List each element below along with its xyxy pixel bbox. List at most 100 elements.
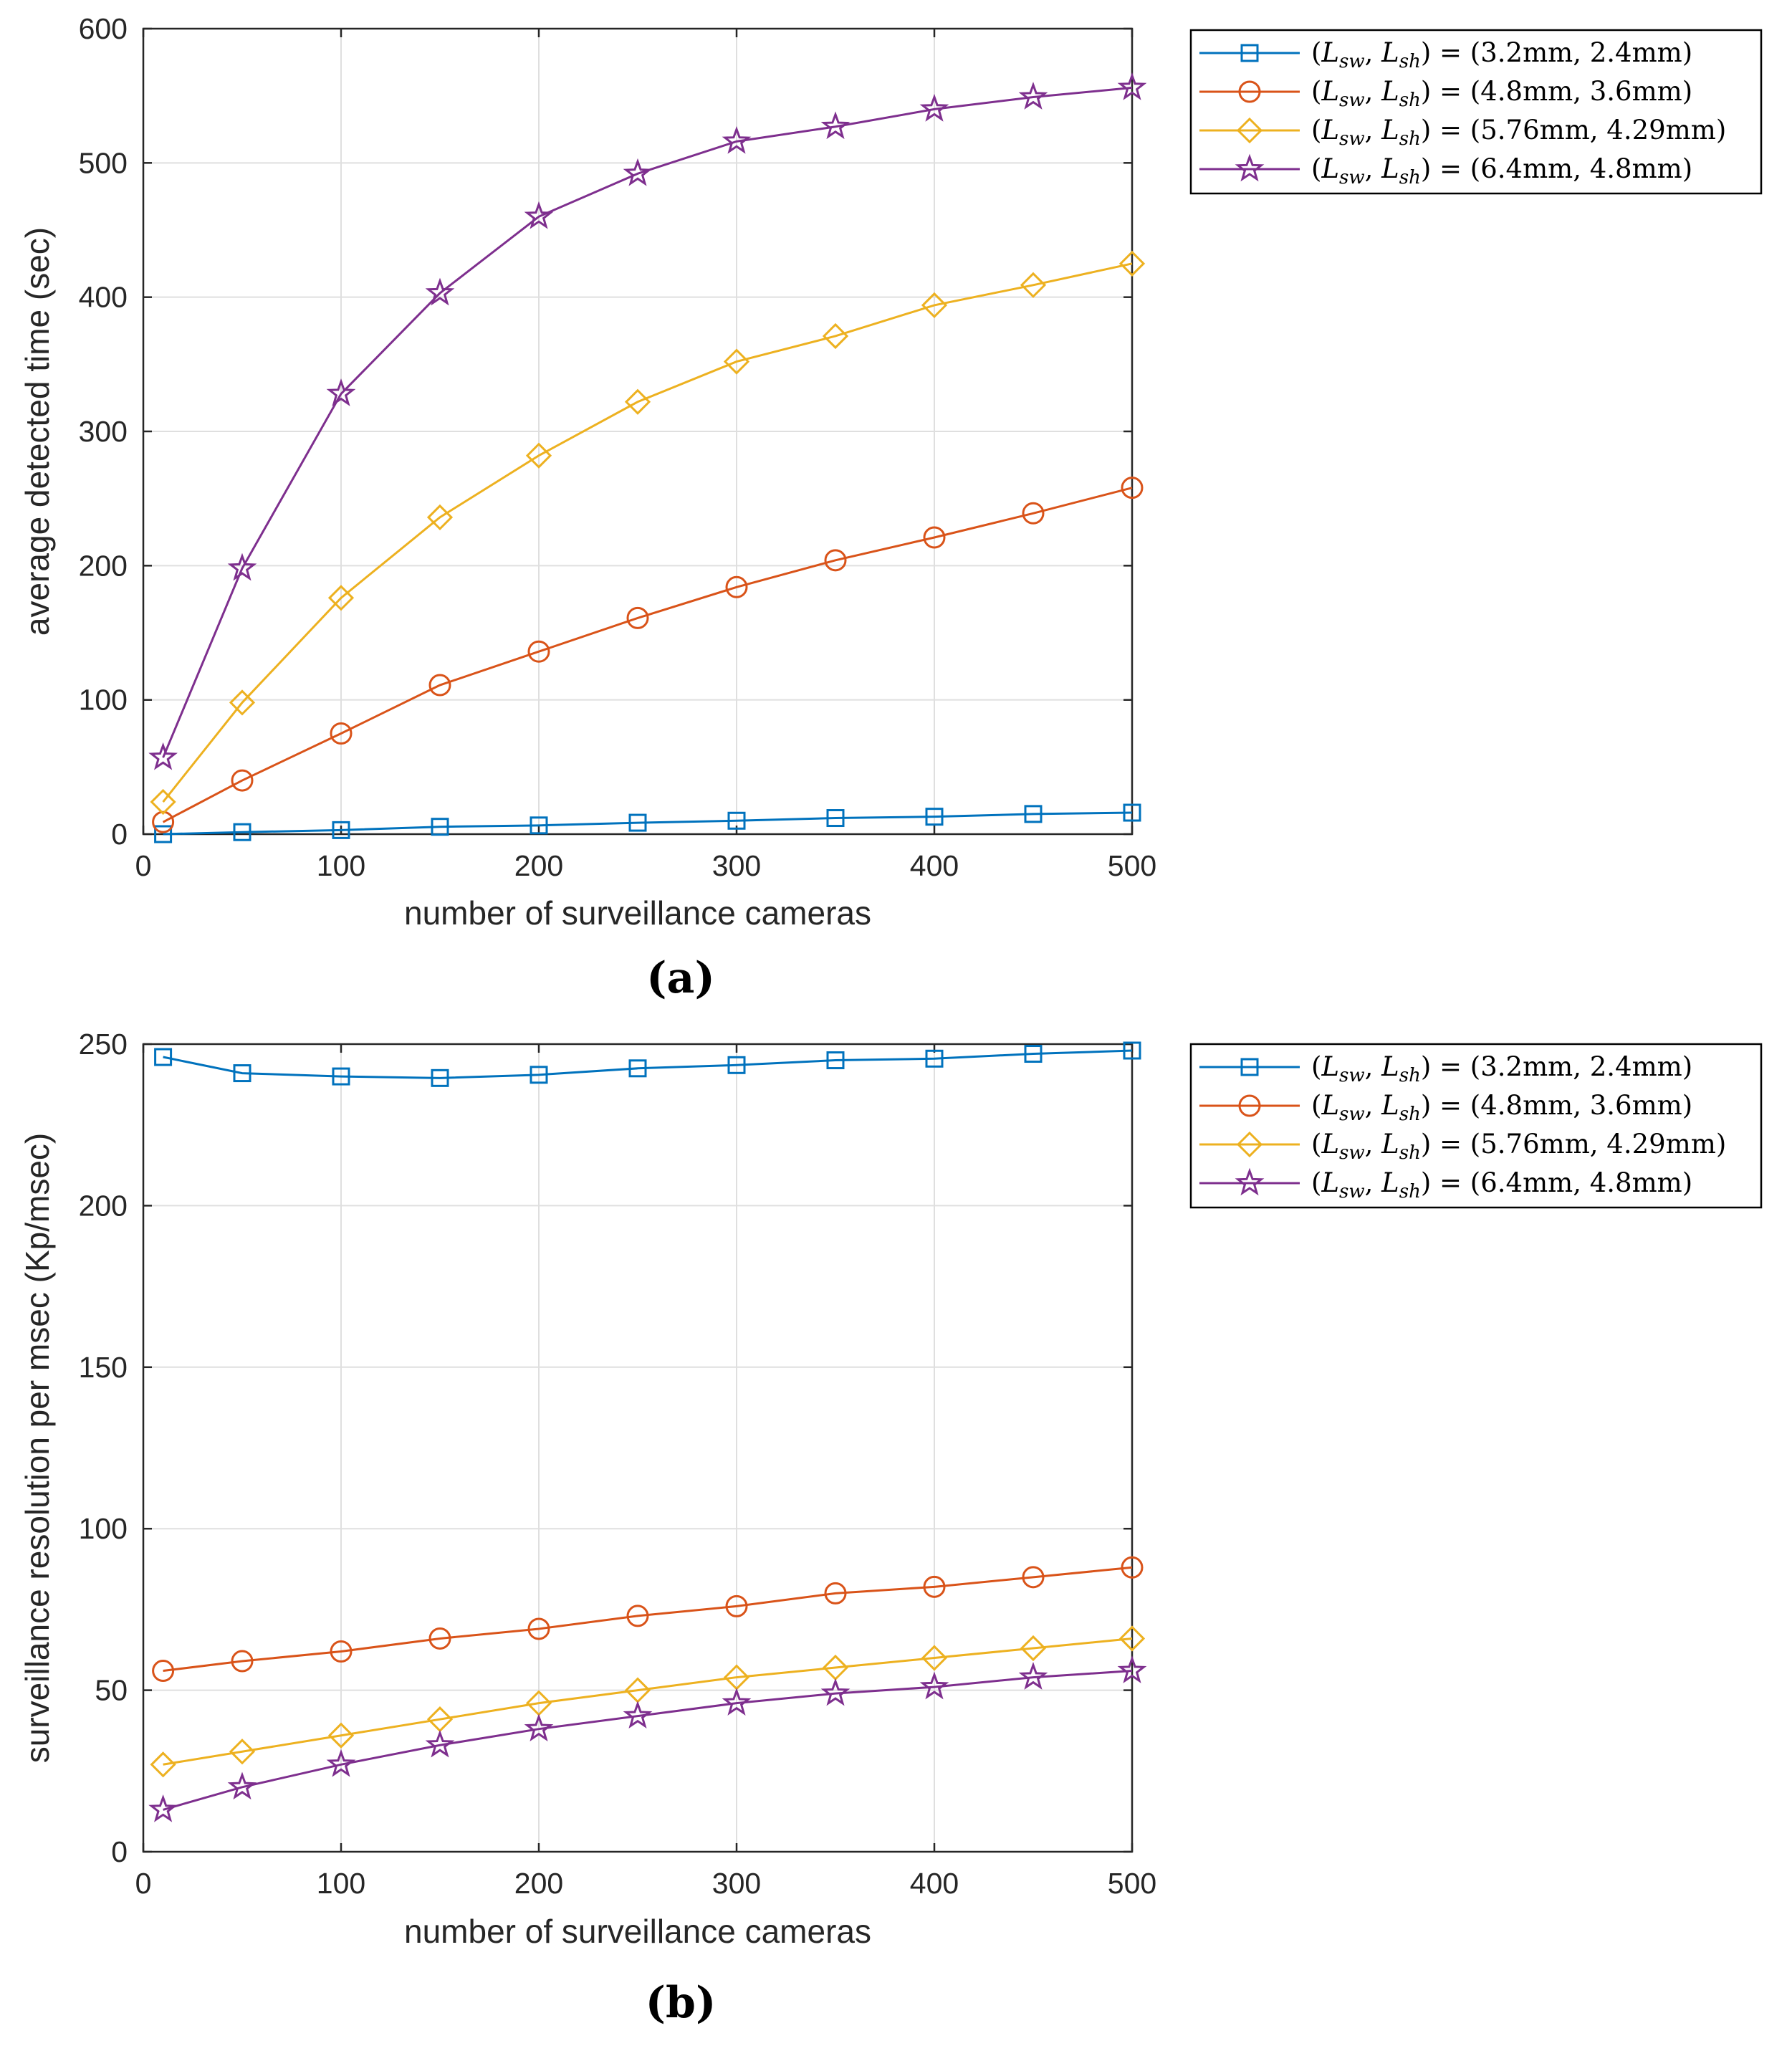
axes-box xyxy=(142,1043,1134,1853)
data-point xyxy=(150,788,176,816)
y-tick-label: 50 xyxy=(95,1674,128,1707)
data-point xyxy=(148,742,178,770)
data-point xyxy=(1118,250,1146,277)
data-point xyxy=(826,1051,845,1070)
data-point xyxy=(527,640,550,663)
data-point xyxy=(426,504,454,531)
data-point xyxy=(919,93,949,122)
series-3 xyxy=(150,250,1146,816)
series-1 xyxy=(154,803,1141,843)
x-tick-label: 0 xyxy=(135,1867,152,1900)
y-tick-label: 0 xyxy=(111,1835,128,1868)
data-point xyxy=(1123,1041,1141,1060)
data-point xyxy=(1121,477,1144,499)
chart-panel-a: 0 100 200 300 400 500 0 100 200 300 400 500 600 numbe… xyxy=(19,12,1763,1003)
data-point xyxy=(527,1617,550,1640)
data-point xyxy=(428,674,451,697)
series-line xyxy=(163,1566,1133,1673)
panel-label: (a) xyxy=(646,953,715,1003)
series-line xyxy=(162,86,1133,758)
data-point xyxy=(727,811,746,830)
data-point xyxy=(425,277,455,306)
legend-marker xyxy=(1238,80,1261,103)
data-point xyxy=(231,769,254,792)
data-point xyxy=(824,549,847,572)
legend-marker xyxy=(1240,1058,1259,1076)
data-point xyxy=(327,1722,355,1749)
data-point xyxy=(231,1650,254,1673)
y-tick-label: 100 xyxy=(79,684,128,717)
data-point xyxy=(530,1066,548,1084)
y-tick-label: 200 xyxy=(79,549,128,582)
x-axis-label: number of surveillance cameras xyxy=(404,1913,871,1950)
data-point xyxy=(152,1660,175,1683)
series-line xyxy=(163,1670,1133,1811)
x-tick-label: 400 xyxy=(910,1867,959,1900)
y-tick-label: 150 xyxy=(79,1351,128,1384)
x-tick-label: 500 xyxy=(1108,849,1156,882)
data-point xyxy=(229,1739,256,1765)
y-tick-label: 300 xyxy=(79,415,128,448)
x-tick-label: 200 xyxy=(514,849,563,882)
data-point xyxy=(330,722,353,745)
legend-box xyxy=(1189,29,1763,195)
data-point xyxy=(919,1671,949,1700)
data-point xyxy=(431,1068,449,1087)
data-point xyxy=(428,1627,451,1650)
data-point xyxy=(727,1056,746,1074)
legend-entry-label: (Lsw, Lsh) = (4.8mm, 3.6mm) xyxy=(1311,76,1692,111)
series-1 xyxy=(154,1041,1141,1087)
data-point xyxy=(150,1751,176,1778)
legend-marker xyxy=(1235,1167,1265,1196)
x-axis-label: number of surveillance cameras xyxy=(404,894,871,932)
data-point xyxy=(524,201,554,229)
data-point xyxy=(921,292,948,319)
data-point xyxy=(1022,502,1045,525)
data-point xyxy=(725,1594,748,1617)
data-point xyxy=(326,378,356,406)
data-point xyxy=(1118,1625,1146,1652)
y-tick-label: 100 xyxy=(79,1512,128,1545)
data-point xyxy=(525,442,552,469)
legend-entry-label: (Lsw, Lsh) = (6.4mm, 4.8mm) xyxy=(1311,1167,1692,1202)
data-point xyxy=(524,1713,554,1742)
data-point xyxy=(233,1064,251,1083)
series-line xyxy=(163,1049,1133,1079)
y-tick-label: 500 xyxy=(79,146,128,179)
data-point xyxy=(1024,1045,1043,1063)
legend-box xyxy=(1189,1043,1763,1209)
data-point xyxy=(233,823,251,841)
data-point xyxy=(332,821,350,839)
data-point xyxy=(148,1794,178,1822)
x-tick-label: 100 xyxy=(317,1867,365,1900)
legend-marker xyxy=(1236,117,1263,144)
data-point xyxy=(229,689,256,716)
data-point xyxy=(154,825,173,843)
x-tick-label: 100 xyxy=(317,849,365,882)
data-point xyxy=(824,1582,847,1605)
data-point xyxy=(820,111,851,140)
y-tick-label: 200 xyxy=(79,1189,128,1222)
data-point xyxy=(626,606,649,629)
data-point xyxy=(722,1688,752,1716)
legend-entry-label: (Lsw, Lsh) = (4.8mm, 3.6mm) xyxy=(1311,1090,1692,1125)
data-point xyxy=(1117,1655,1147,1683)
data-point xyxy=(925,808,944,826)
data-point xyxy=(925,1049,944,1068)
series-line xyxy=(162,487,1133,823)
data-point xyxy=(923,526,946,549)
chart-panel-b: 0 100 200 300 400 500 0 50 100 150 200 250 number of… xyxy=(19,1028,1763,2028)
series-line xyxy=(163,811,1133,836)
data-point xyxy=(1018,1662,1048,1690)
panel-label: (b) xyxy=(646,1978,717,2028)
data-point xyxy=(626,1605,649,1627)
data-point xyxy=(332,1067,350,1086)
x-tick-label: 300 xyxy=(712,1867,761,1900)
data-point xyxy=(1121,1556,1144,1579)
data-point xyxy=(820,1678,851,1706)
data-point xyxy=(923,1575,946,1598)
data-point xyxy=(826,809,845,828)
y-tick-label: 0 xyxy=(111,818,128,851)
series-line xyxy=(162,262,1133,803)
legend-marker xyxy=(1236,1131,1263,1158)
